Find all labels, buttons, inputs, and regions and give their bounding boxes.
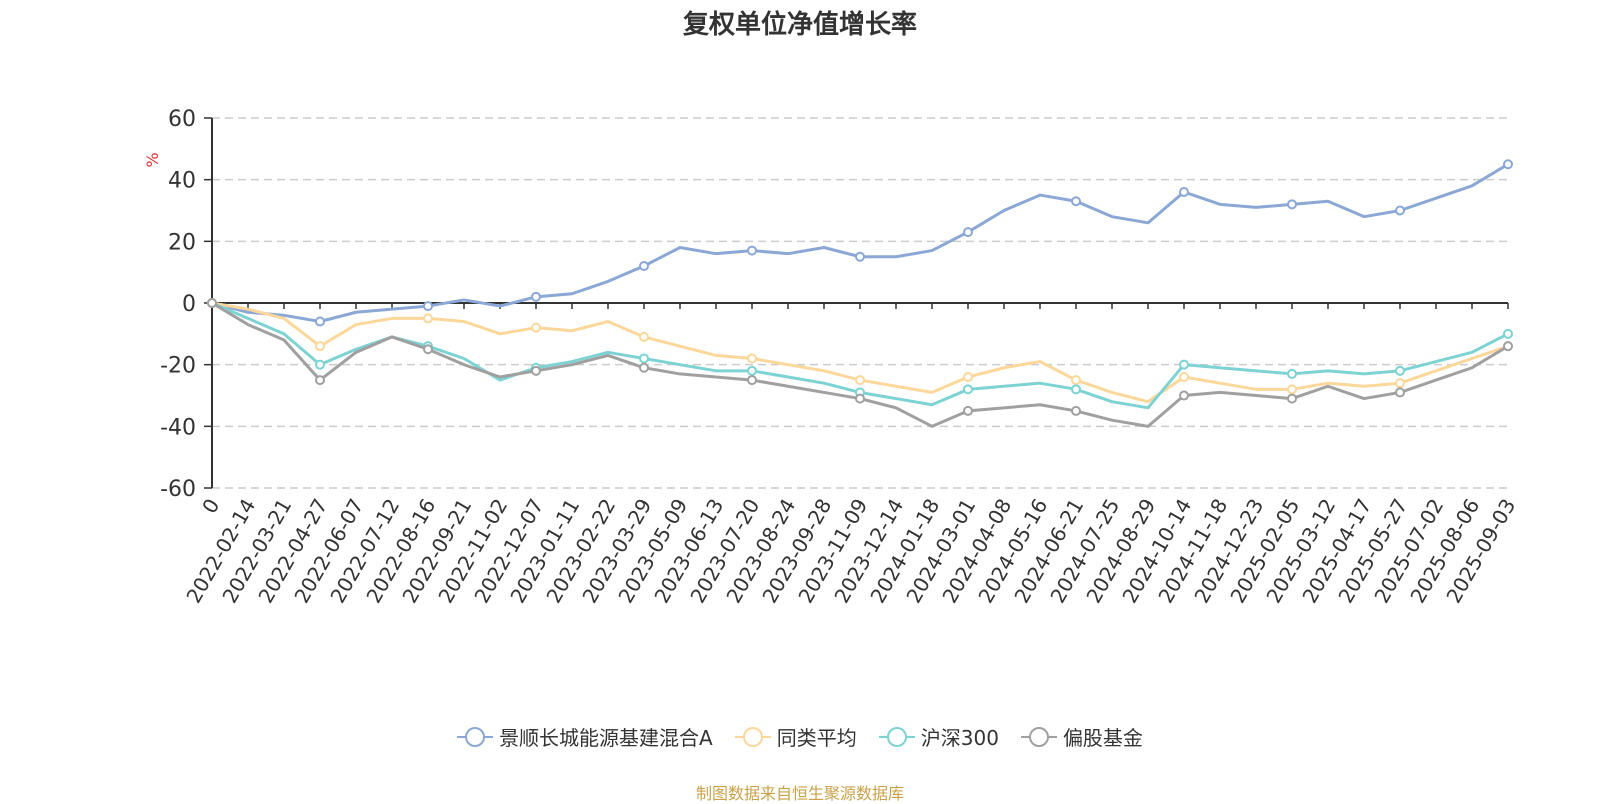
data-point-peer bbox=[963, 372, 973, 382]
data-point-peer bbox=[1071, 375, 1081, 386]
data-point-fund bbox=[855, 251, 865, 262]
data-point-fund bbox=[1287, 199, 1297, 210]
legend: 景顺长城能源基建混合A 同类平均 沪深300 偏股基金 bbox=[0, 722, 1600, 751]
data-point-fund bbox=[1071, 196, 1081, 207]
data-point-fund bbox=[963, 227, 973, 238]
grid bbox=[212, 117, 1508, 489]
data-point-equity bbox=[1071, 405, 1081, 416]
data-point-equity bbox=[1503, 341, 1513, 352]
series-peer bbox=[207, 298, 1513, 404]
data-point-fund bbox=[315, 316, 325, 327]
data-point-peer bbox=[1179, 372, 1189, 382]
legend-marker-icon bbox=[734, 726, 771, 747]
y-tick-label: 60 bbox=[168, 107, 196, 132]
data-point-peer bbox=[747, 353, 757, 364]
y-tick-label: 20 bbox=[168, 230, 196, 255]
legend-marker-icon bbox=[1020, 726, 1057, 747]
data-point-peer bbox=[855, 375, 865, 386]
data-point-fund bbox=[1395, 205, 1405, 216]
axes: 6040200-20-40-60%02022-02-142022-03-2120… bbox=[143, 107, 1520, 607]
data-point-peer bbox=[639, 331, 649, 342]
series-line-peer bbox=[210, 301, 1510, 404]
y-axis-label: % bbox=[143, 152, 162, 167]
data-point-fund bbox=[747, 245, 757, 256]
data-point-equity bbox=[207, 298, 217, 308]
legend-label: 同类平均 bbox=[776, 726, 857, 750]
data-point-hs300 bbox=[1503, 328, 1513, 339]
data-point-equity bbox=[315, 375, 325, 386]
legend-label: 偏股基金 bbox=[1062, 726, 1143, 750]
series-line-equity bbox=[210, 301, 1510, 428]
source-note: 制图数据来自恒生聚源数据库 bbox=[695, 784, 904, 803]
data-point-fund bbox=[423, 301, 433, 312]
data-point-equity bbox=[423, 344, 433, 355]
data-point-peer bbox=[315, 341, 325, 352]
data-point-equity bbox=[1179, 390, 1189, 401]
legend-item-fund[interactable]: 景顺长城能源基建混合A bbox=[457, 722, 713, 751]
legend-marker-icon bbox=[878, 726, 915, 747]
data-point-hs300 bbox=[963, 384, 973, 395]
data-point-peer bbox=[531, 322, 541, 333]
series-fund bbox=[207, 159, 1513, 327]
y-tick-label: 40 bbox=[168, 169, 196, 194]
series-equity bbox=[207, 298, 1513, 428]
legend-marker-icon bbox=[457, 726, 494, 747]
data-point-peer bbox=[423, 313, 433, 324]
data-point-equity bbox=[747, 375, 757, 386]
data-point-hs300 bbox=[1395, 365, 1405, 376]
data-point-fund bbox=[531, 291, 541, 302]
data-point-equity bbox=[531, 365, 541, 376]
data-point-hs300 bbox=[639, 353, 649, 364]
data-point-hs300 bbox=[1287, 368, 1297, 379]
y-tick-label: -40 bbox=[160, 415, 196, 440]
y-tick-label: 0 bbox=[182, 292, 196, 317]
data-point-hs300 bbox=[315, 359, 325, 370]
legend-label: 景顺长城能源基建混合A bbox=[499, 726, 713, 750]
data-point-hs300 bbox=[1179, 359, 1189, 370]
x-tick-label: 0 bbox=[197, 495, 224, 518]
legend-item-hs300[interactable]: 沪深300 bbox=[878, 722, 999, 751]
y-tick-label: -20 bbox=[160, 354, 196, 379]
data-point-hs300 bbox=[747, 365, 757, 376]
data-point-fund bbox=[639, 261, 649, 271]
y-tick-label: -60 bbox=[160, 477, 196, 502]
chart-title: 复权单位净值增长率 bbox=[682, 10, 917, 40]
data-point-equity bbox=[639, 362, 649, 373]
data-point-fund bbox=[1503, 159, 1513, 170]
data-point-equity bbox=[855, 393, 865, 404]
legend-item-equity[interactable]: 偏股基金 bbox=[1020, 722, 1143, 751]
data-point-equity bbox=[1287, 393, 1297, 404]
data-point-equity bbox=[1395, 387, 1405, 398]
legend-label: 沪深300 bbox=[920, 726, 999, 750]
data-point-fund bbox=[1179, 187, 1189, 197]
data-point-peer bbox=[1395, 378, 1405, 389]
data-point-equity bbox=[963, 405, 973, 416]
series-line-fund bbox=[210, 162, 1510, 323]
data-point-hs300 bbox=[1071, 384, 1081, 395]
data-point-peer bbox=[1287, 384, 1297, 395]
series-lines bbox=[207, 159, 1513, 428]
legend-item-peer[interactable]: 同类平均 bbox=[734, 722, 857, 751]
